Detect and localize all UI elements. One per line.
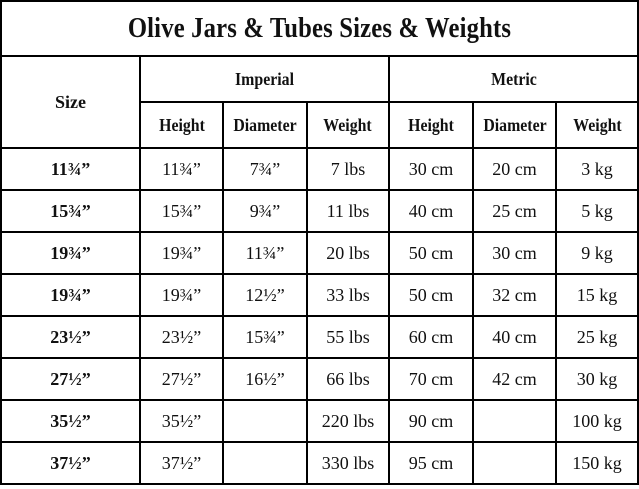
column-header-row: Height Diameter Weight Height Diameter W…	[1, 101, 639, 149]
imperial-height-cell: 11¾”	[139, 147, 224, 191]
column-header-text: Diameter	[482, 114, 547, 135]
table-row: 19¾” 19¾” 12½” 33 lbs 50 cm 32 cm 15 kg	[0, 273, 639, 317]
imperial-height-cell: 27½”	[139, 357, 224, 401]
column-header-text: Diameter	[233, 114, 297, 135]
metric-weight-cell: 150 kg	[554, 441, 639, 485]
metric-weight-header: Weight	[554, 101, 639, 149]
size-cell: 37½”	[0, 441, 141, 485]
metric-height-header: Height	[388, 101, 474, 149]
imperial-diameter-cell: 11¾”	[222, 231, 308, 275]
metric-weight-cell: 25 kg	[554, 315, 639, 359]
size-cell: 11¾”	[0, 147, 141, 191]
imperial-diameter-cell: 16½”	[222, 357, 308, 401]
table-title: Olive Jars & Tubes Sizes & Weights	[0, 0, 639, 57]
column-header-text: Height	[408, 114, 454, 135]
metric-weight-cell: 9 kg	[554, 231, 639, 275]
imperial-weight-cell: 7 lbs	[306, 147, 390, 191]
imperial-height-cell: 19¾”	[139, 273, 224, 317]
imperial-group-header: Imperial	[139, 55, 390, 103]
metric-height-cell: 95 cm	[388, 441, 474, 485]
title-text: Olive Jars & Tubes Sizes & Weights	[127, 12, 512, 44]
metric-diameter-cell	[472, 441, 557, 485]
imperial-diameter-cell: 15¾”	[222, 315, 308, 359]
table-row: 19¾” 19¾” 11¾” 20 lbs 50 cm 30 cm 9 kg	[0, 231, 639, 275]
column-header-text: Height	[158, 114, 205, 135]
imperial-height-cell: 37½”	[139, 441, 224, 485]
metric-diameter-cell: 32 cm	[472, 273, 557, 317]
table-row: 35½” 35½” 220 lbs 90 cm 100 kg	[0, 399, 639, 443]
imperial-diameter-cell	[222, 399, 308, 443]
imperial-height-cell: 19¾”	[139, 231, 224, 275]
metric-weight-cell: 5 kg	[554, 189, 639, 233]
metric-height-cell: 70 cm	[388, 357, 474, 401]
imperial-diameter-cell: 9¾”	[222, 189, 308, 233]
imperial-diameter-cell: 12½”	[222, 273, 308, 317]
imperial-diameter-cell	[222, 441, 308, 485]
metric-diameter-cell: 42 cm	[472, 357, 557, 401]
metric-label: Metric	[490, 68, 537, 89]
imperial-diameter-cell: 7¾”	[222, 147, 308, 191]
title-row: Olive Jars & Tubes Sizes & Weights	[0, 0, 639, 57]
size-header: Size	[0, 55, 141, 149]
imperial-weight-cell: 220 lbs	[306, 399, 390, 443]
imperial-weight-cell: 33 lbs	[306, 273, 390, 317]
metric-weight-cell: 15 kg	[554, 273, 639, 317]
size-cell: 23½”	[0, 315, 141, 359]
imperial-weight-cell: 55 lbs	[306, 315, 390, 359]
metric-weight-cell: 100 kg	[554, 399, 639, 443]
imperial-label: Imperial	[235, 68, 294, 89]
metric-height-cell: 50 cm	[388, 273, 474, 317]
table-row: 23½” 23½” 15¾” 55 lbs 60 cm 40 cm 25 kg	[0, 315, 639, 359]
imperial-weight-header: Weight	[306, 101, 390, 149]
size-cell: 27½”	[0, 357, 141, 401]
imperial-weight-cell: 330 lbs	[306, 441, 390, 485]
metric-height-cell: 30 cm	[388, 147, 474, 191]
imperial-weight-cell: 20 lbs	[306, 231, 390, 275]
size-cell: 19¾”	[0, 231, 141, 275]
metric-weight-cell: 3 kg	[554, 147, 639, 191]
metric-height-cell: 60 cm	[388, 315, 474, 359]
size-cell: 19¾”	[0, 273, 141, 317]
imperial-height-header: Height	[139, 101, 224, 149]
metric-diameter-header: Diameter	[472, 101, 557, 149]
metric-height-cell: 90 cm	[388, 399, 474, 443]
imperial-height-cell: 15¾”	[139, 189, 224, 233]
column-header-text: Weight	[572, 114, 622, 135]
metric-weight-cell: 30 kg	[554, 357, 639, 401]
imperial-weight-cell: 11 lbs	[306, 189, 390, 233]
metric-height-cell: 40 cm	[388, 189, 474, 233]
imperial-weight-cell: 66 lbs	[306, 357, 390, 401]
metric-diameter-cell: 30 cm	[472, 231, 557, 275]
size-cell: 15¾”	[0, 189, 141, 233]
imperial-diameter-header: Diameter	[222, 101, 308, 149]
metric-diameter-cell: 25 cm	[472, 189, 557, 233]
metric-group-header: Metric	[387, 55, 639, 103]
table-row: 27½” 27½” 16½” 66 lbs 70 cm 42 cm 30 kg	[0, 357, 639, 401]
metric-diameter-cell	[472, 399, 557, 443]
metric-diameter-cell: 20 cm	[472, 147, 557, 191]
column-header-text: Weight	[323, 114, 373, 135]
size-cell: 35½”	[0, 399, 141, 443]
table-body: 11¾” 11¾” 7¾” 7 lbs 30 cm 20 cm 3 kg 15¾” 15¾” 9¾…	[0, 147, 639, 485]
imperial-height-cell: 23½”	[139, 315, 224, 359]
imperial-height-cell: 35½”	[139, 399, 224, 443]
metric-diameter-cell: 40 cm	[472, 315, 557, 359]
table-row: 37½” 37½” 330 lbs 95 cm 150 kg	[0, 441, 639, 485]
table-row: 15¾” 15¾” 9¾” 11 lbs 40 cm 25 cm 5 kg	[0, 189, 639, 233]
group-header-row: Size Imperial Metric	[0, 55, 639, 149]
metric-height-cell: 50 cm	[388, 231, 474, 275]
table-row: 11¾” 11¾” 7¾” 7 lbs 30 cm 20 cm 3 kg	[0, 147, 639, 191]
size-header-text: Size	[55, 91, 86, 112]
